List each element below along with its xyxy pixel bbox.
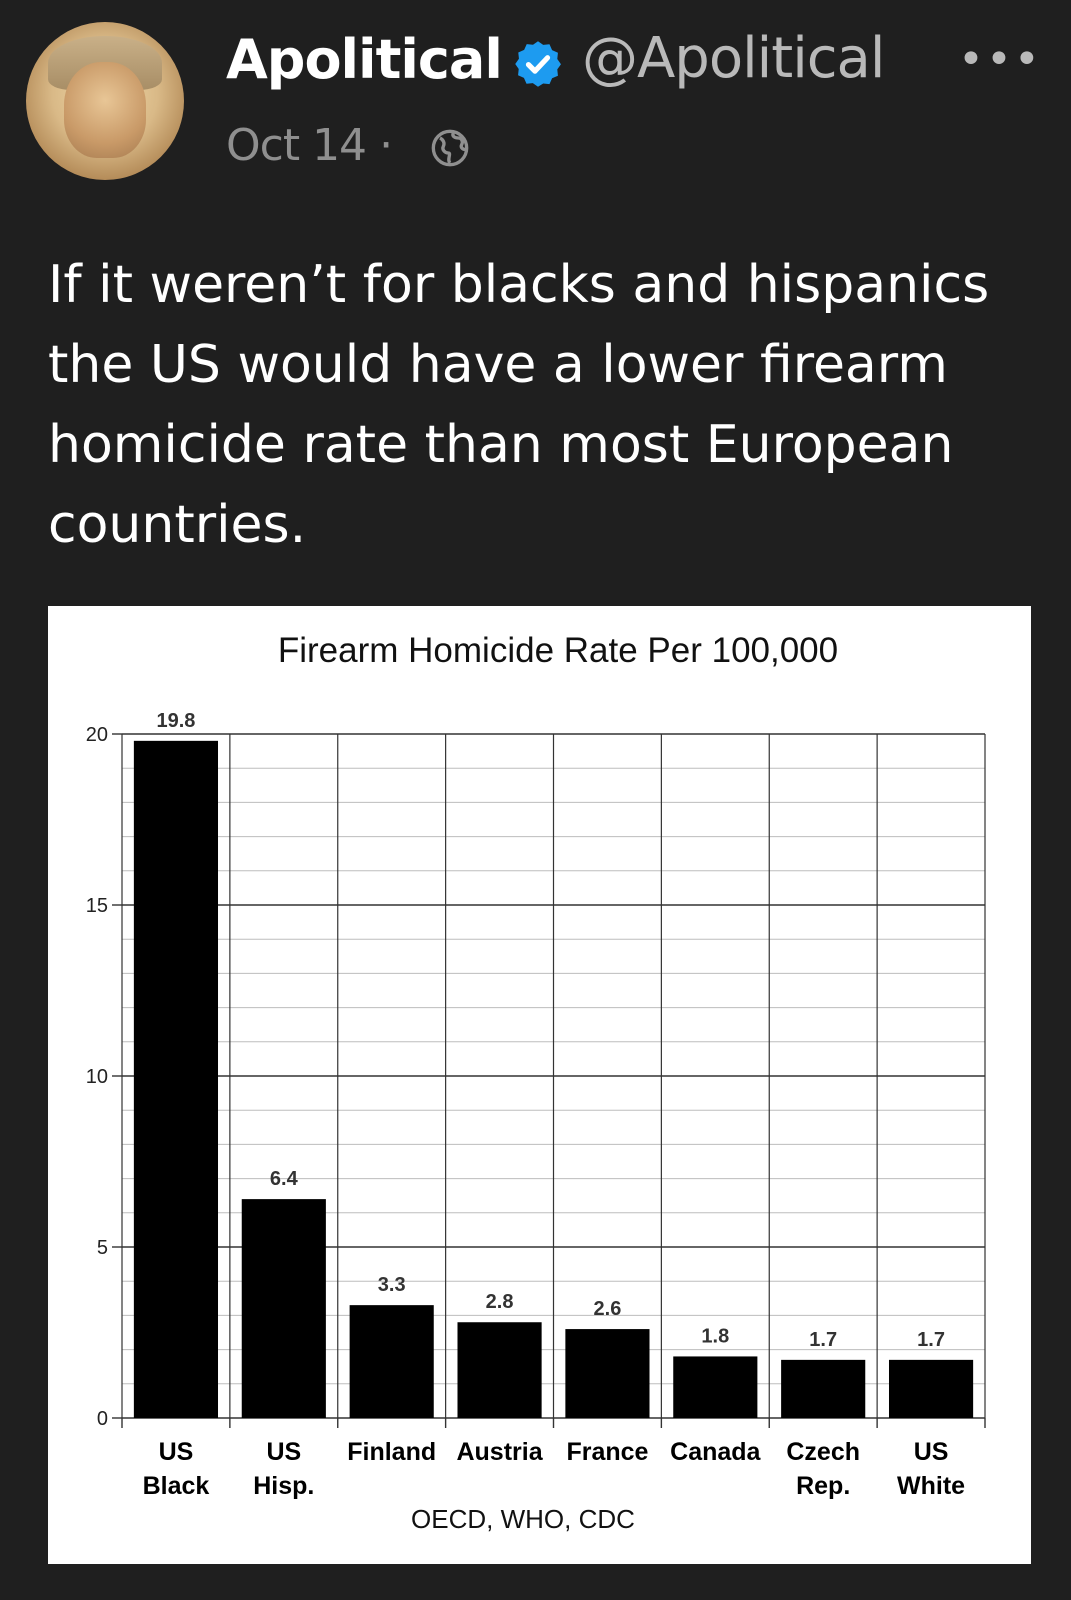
y-tick-label: 10 <box>86 1066 108 1088</box>
category-label: Canada <box>670 1438 761 1466</box>
category-label: US <box>159 1438 194 1466</box>
bar-value-label: 1.8 <box>701 1325 729 1347</box>
category-label: Finland <box>347 1438 436 1466</box>
bar-value-label: 6.4 <box>270 1168 299 1190</box>
bar-chart: 0 5 10 15 20 Firearm Homicide Rate Per 100,00… <box>86 631 986 1534</box>
bar[interactable] <box>888 1359 974 1418</box>
bar-value-label: 2.6 <box>594 1298 622 1320</box>
bar[interactable] <box>241 1199 326 1418</box>
category-label: White <box>897 1472 965 1500</box>
category-label: Austria <box>456 1438 543 1466</box>
bar-value-label: 1.7 <box>917 1329 945 1351</box>
user-handle[interactable]: @Apolitical <box>582 26 885 91</box>
category-label: Black <box>143 1472 210 1500</box>
bar[interactable] <box>349 1305 434 1418</box>
tweet-text: If it weren’t for blacks and hispanics t… <box>48 255 990 555</box>
bar-value-label: 2.8 <box>486 1291 514 1313</box>
bar-value-label: 1.7 <box>809 1329 837 1351</box>
chart-image[interactable]: 0 5 10 15 20 Firearm Homicide Rate Per 100,00… <box>48 606 1031 1564</box>
y-tick-label: 0 <box>97 1408 108 1430</box>
display-name[interactable]: Apolitical <box>226 28 503 91</box>
category-label: Hisp. <box>253 1472 314 1500</box>
category-label: France <box>566 1438 648 1466</box>
verified-badge-icon <box>515 41 561 87</box>
bar[interactable] <box>565 1329 650 1418</box>
category-label: Rep. <box>796 1472 850 1500</box>
bar-value-label: 3.3 <box>378 1274 406 1296</box>
bar[interactable] <box>673 1356 758 1418</box>
y-tick-label: 15 <box>86 895 108 917</box>
y-tick-label: 5 <box>97 1237 108 1259</box>
chart-source: OECD, WHO, CDC <box>411 1504 635 1534</box>
avatar[interactable] <box>26 22 184 180</box>
category-label: Czech <box>786 1438 860 1466</box>
avatar-face <box>64 62 146 158</box>
bar-value-label: 19.8 <box>156 710 195 732</box>
chart-title: Firearm Homicide Rate Per 100,000 <box>278 631 838 670</box>
tweet-date[interactable]: Oct 14 <box>226 120 367 171</box>
globe-icon <box>431 129 469 167</box>
category-label: US <box>266 1438 301 1466</box>
more-options-button[interactable]: ••• <box>958 34 1042 85</box>
category-label: US <box>914 1438 949 1466</box>
bar[interactable] <box>457 1322 542 1418</box>
tweet-meta: Oct 14 · <box>226 120 393 171</box>
bar[interactable] <box>781 1359 866 1418</box>
meta-separator: · <box>379 120 393 171</box>
bar[interactable] <box>133 740 219 1418</box>
y-tick-label: 20 <box>86 724 108 746</box>
